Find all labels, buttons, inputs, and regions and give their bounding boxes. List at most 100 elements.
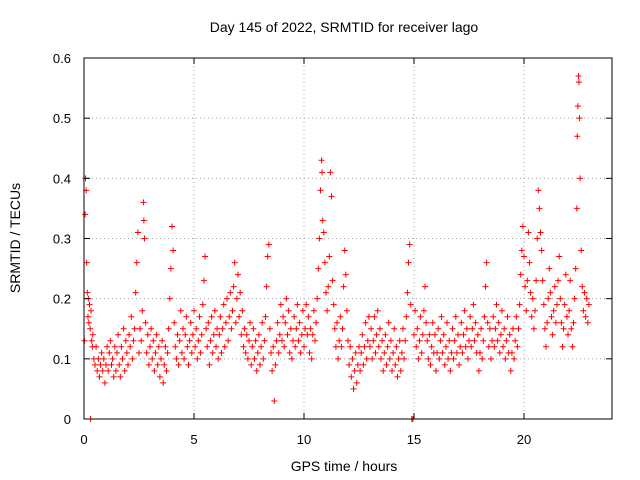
data-point <box>291 313 298 320</box>
data-point <box>305 313 312 320</box>
data-point <box>306 349 313 356</box>
data-point <box>296 319 303 326</box>
data-point <box>118 343 125 350</box>
data-point <box>475 367 482 374</box>
data-point <box>440 331 447 338</box>
data-point <box>284 331 291 338</box>
data-point <box>554 301 560 308</box>
data-point <box>481 313 488 320</box>
data-point <box>316 235 323 242</box>
data-point <box>293 325 300 332</box>
data-point <box>491 343 498 350</box>
data-point <box>87 325 94 332</box>
data-point <box>147 343 153 350</box>
data-point <box>297 349 304 356</box>
data-point <box>384 343 391 350</box>
data-point <box>460 331 467 338</box>
data-point <box>427 361 434 368</box>
data-point <box>349 355 356 362</box>
data-point <box>372 349 379 356</box>
data-point <box>130 337 137 344</box>
data-point <box>357 367 364 374</box>
data-point <box>269 367 276 374</box>
data-point <box>422 283 428 290</box>
data-point <box>312 337 318 344</box>
data-point <box>483 259 490 266</box>
data-point <box>539 277 546 284</box>
data-point <box>545 295 552 302</box>
data-point <box>216 331 223 338</box>
data-point <box>401 355 408 362</box>
data-point <box>192 343 199 350</box>
data-point <box>337 313 344 320</box>
data-point <box>134 229 141 236</box>
data-point <box>456 361 463 368</box>
data-point <box>376 325 383 332</box>
data-point <box>431 331 438 338</box>
data-point <box>576 79 582 86</box>
data-point <box>140 217 147 224</box>
data-point <box>418 349 425 356</box>
data-point <box>241 325 248 332</box>
data-point <box>488 355 494 362</box>
data-point <box>478 325 485 332</box>
data-point <box>243 331 250 338</box>
data-point <box>323 289 329 296</box>
data-point <box>540 301 547 308</box>
data-point <box>484 319 491 326</box>
data-point <box>386 355 393 362</box>
data-point <box>471 337 478 344</box>
data-point <box>496 349 503 356</box>
data-point <box>121 367 128 374</box>
data-point <box>128 313 135 320</box>
axis-ticks: 0 0.1 0.2 0.3 0.4 0.5 0.6 0 5 10 15 20 <box>53 51 612 447</box>
data-point <box>155 343 162 350</box>
data-point <box>579 283 586 290</box>
data-point <box>548 313 555 320</box>
data-point <box>450 355 457 362</box>
data-point <box>521 253 527 260</box>
data-point <box>576 115 583 122</box>
data-point <box>438 313 445 320</box>
data-point <box>169 223 175 230</box>
data-point <box>143 349 150 356</box>
data-point <box>86 301 93 308</box>
data-point <box>159 337 166 344</box>
data-point <box>351 367 358 374</box>
data-point <box>242 349 249 356</box>
data-point <box>469 325 476 332</box>
data-point <box>139 307 146 314</box>
data-point <box>88 307 95 314</box>
data-point <box>373 331 380 338</box>
data-point <box>122 337 129 344</box>
data-point <box>541 325 548 332</box>
data-point <box>162 343 169 350</box>
data-point <box>89 331 96 338</box>
data-point <box>310 307 317 314</box>
data-point <box>129 355 136 362</box>
data-point <box>107 337 114 344</box>
data-point <box>171 319 178 326</box>
data-point <box>575 73 582 80</box>
data-point <box>581 289 588 296</box>
data-point <box>249 343 256 350</box>
data-point <box>101 379 108 386</box>
data-point <box>183 313 190 320</box>
data-point <box>228 325 235 332</box>
data-point <box>292 343 299 350</box>
data-point <box>398 349 405 356</box>
data-point <box>549 331 556 338</box>
data-point <box>572 265 579 272</box>
data-point <box>213 343 219 350</box>
data-point <box>534 235 541 242</box>
data-point <box>533 277 540 284</box>
data-point <box>111 343 118 350</box>
data-point <box>515 325 522 332</box>
data-point <box>92 361 98 368</box>
data-point <box>184 343 191 350</box>
data-point <box>180 325 186 332</box>
data-point <box>313 319 320 326</box>
data-point <box>225 337 232 344</box>
data-point <box>283 295 290 302</box>
y-tick-label: 0.2 <box>53 292 71 307</box>
